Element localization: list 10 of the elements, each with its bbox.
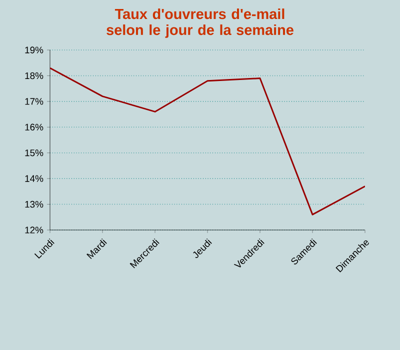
y-tick-label: 17% <box>25 98 44 105</box>
y-tick-label: 15% <box>25 150 44 156</box>
y-tick-label: 19% <box>25 46 44 54</box>
chart-title: Taux d'ouvreurs d'e-mail selon le jour de la semaine <box>106 8 294 38</box>
y-tick-label: 14% <box>25 175 44 182</box>
line-series <box>50 67 365 216</box>
y-tick-label: 13% <box>25 200 44 208</box>
y-tick-label: 18% <box>25 72 44 80</box>
y-tick-label: 12% <box>25 226 44 234</box>
y-tick-label: 16% <box>25 124 44 130</box>
